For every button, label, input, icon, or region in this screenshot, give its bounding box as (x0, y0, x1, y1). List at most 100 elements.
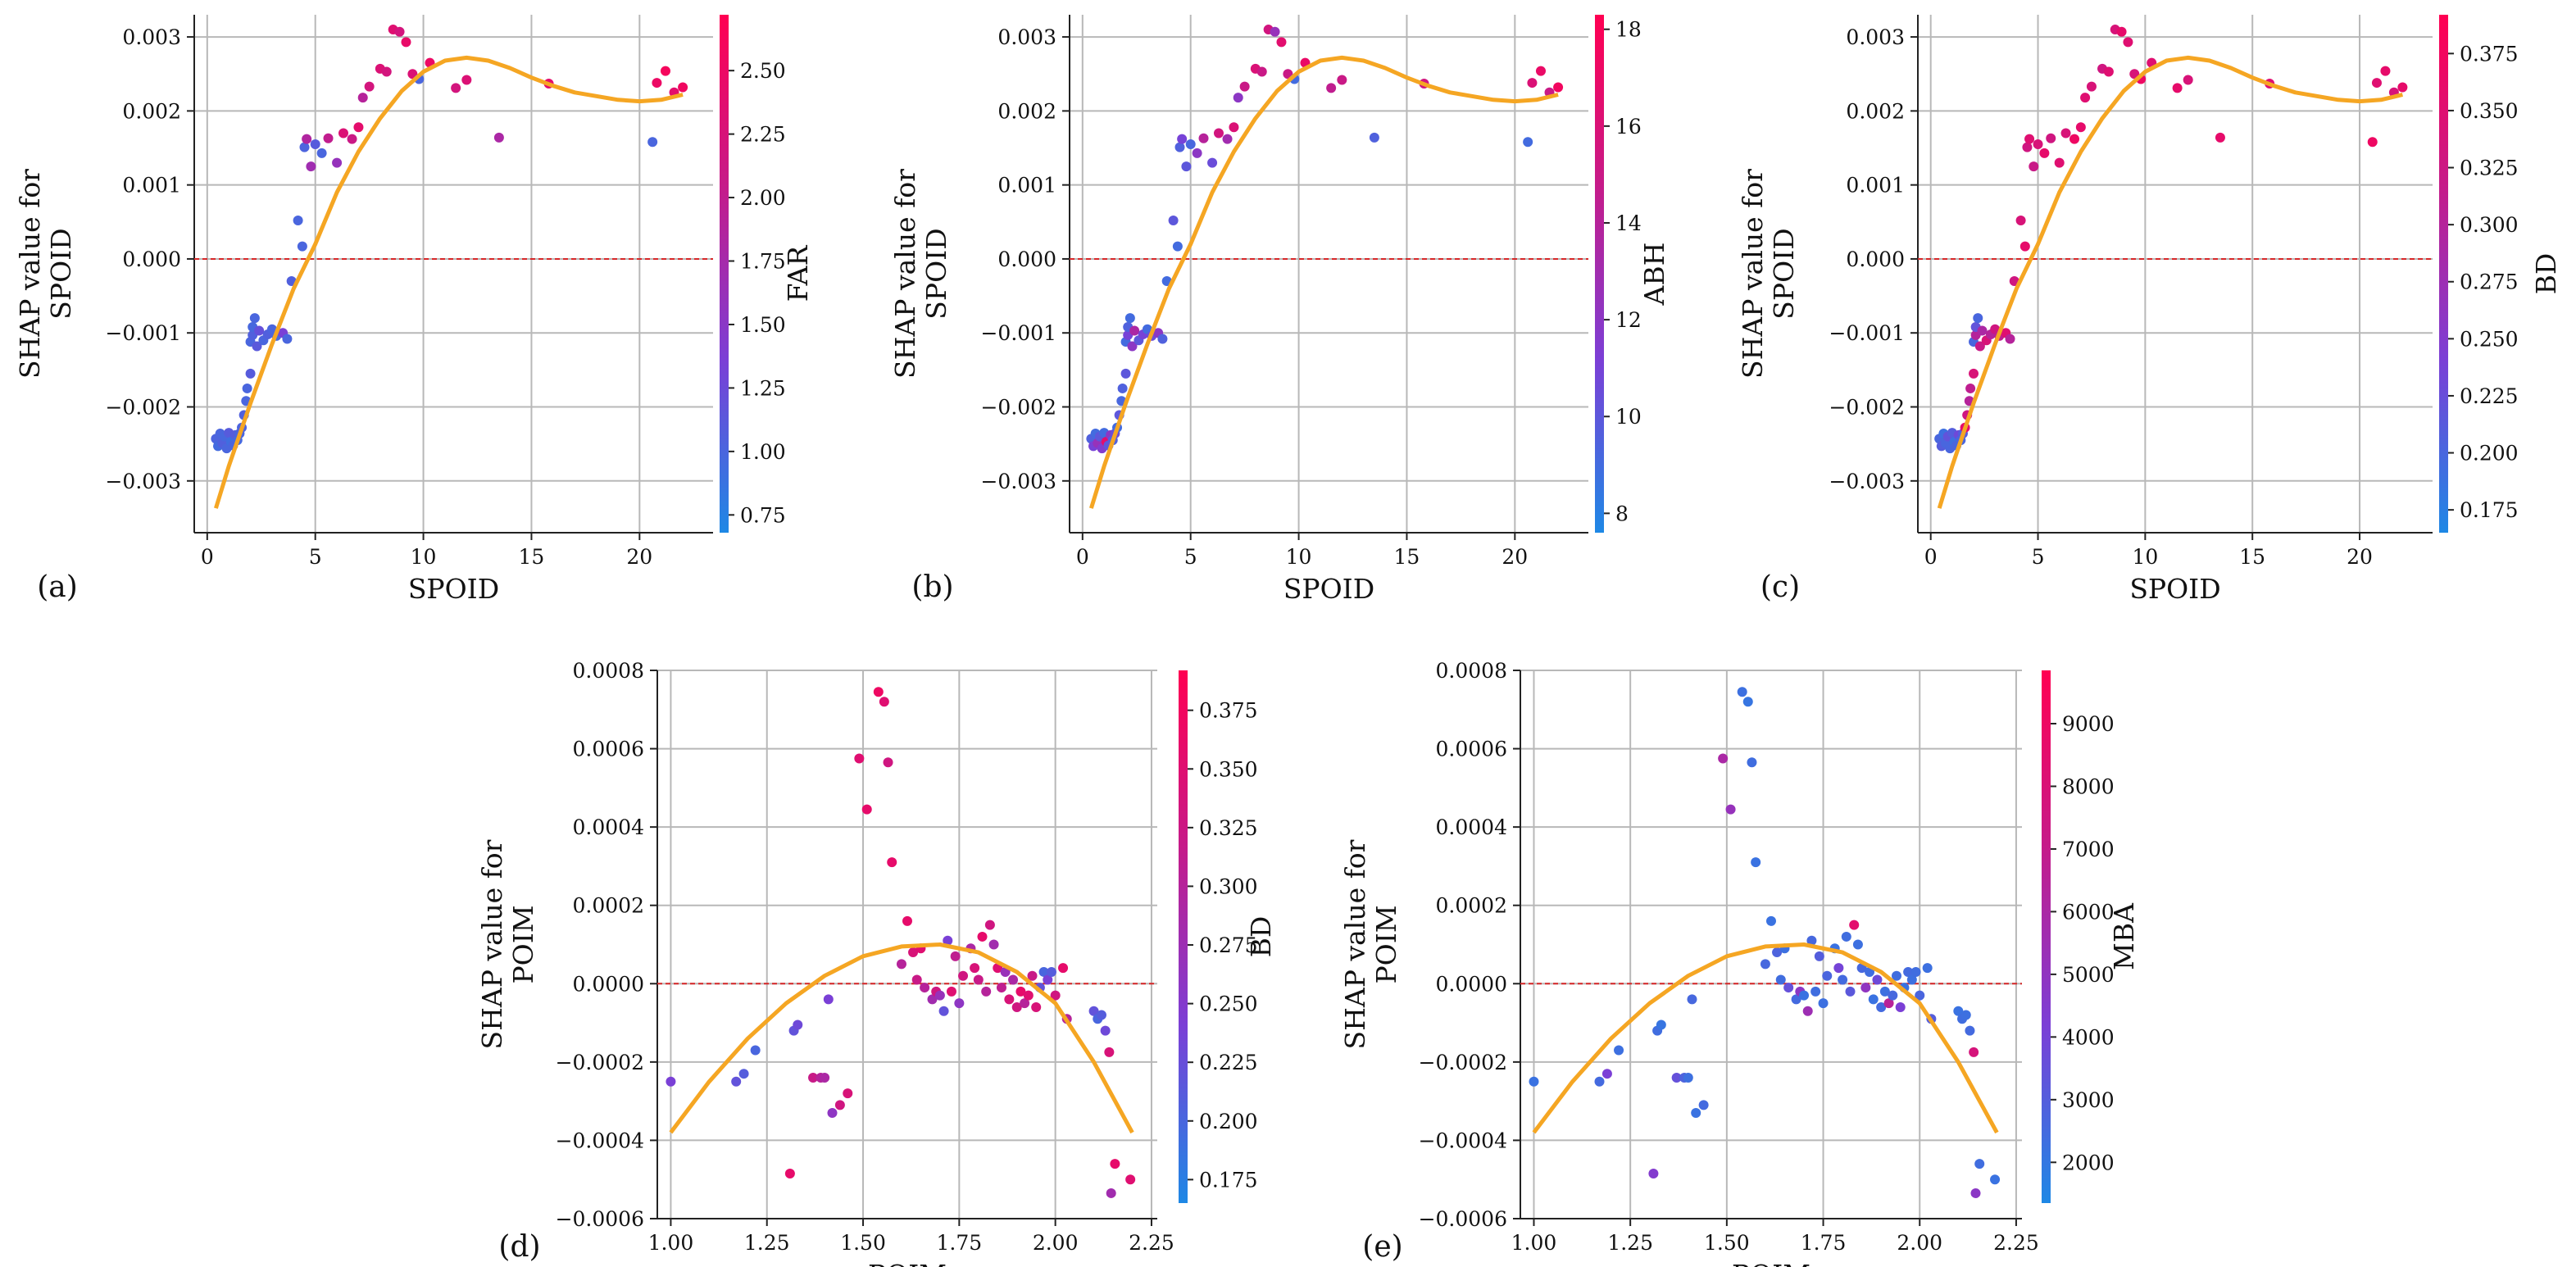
scatter-point (666, 1076, 676, 1087)
colorbar-label: BD (1245, 916, 1277, 958)
scatter-point (1529, 1076, 1539, 1087)
scatter-point (1523, 137, 1533, 148)
scatter-point (958, 970, 969, 981)
scatter-point (2029, 161, 2039, 172)
y-axis-label-line2: SPOID (45, 228, 77, 319)
scatter-point (1124, 313, 1135, 324)
scatter-point (827, 1107, 838, 1118)
scatter-point (2022, 142, 2033, 152)
scatter-point (652, 78, 662, 89)
scatter-point (1038, 966, 1049, 977)
scatter-point (1683, 1072, 1693, 1083)
scatter-point (1953, 1006, 1964, 1016)
scatter-point (896, 959, 906, 970)
scatter-point (750, 1045, 761, 1056)
scatter-point (299, 142, 310, 152)
scatter-point (1845, 986, 1856, 997)
x-tick-label: 1.50 (840, 1231, 886, 1255)
y-tick-label: 0.000 (997, 247, 1056, 271)
scatter-point (1806, 935, 1817, 946)
scatter-point (2005, 334, 2015, 344)
colorbar-tick-label: 2.25 (740, 123, 786, 147)
y-axis-label-line1: SHAP value for (476, 839, 508, 1049)
scatter-point (1088, 1006, 1099, 1016)
scatter-point (2367, 137, 2378, 148)
colorbar-tick-label: 3000 (2062, 1088, 2115, 1112)
scatter-point (946, 986, 956, 997)
colorbar-tick-label: 9000 (2062, 712, 2115, 736)
colorbar-tick-label: 14 (1615, 211, 1642, 235)
x-tick-label: 2.25 (1129, 1231, 1174, 1255)
y-tick-label: −0.0002 (1419, 1051, 1507, 1074)
colorbar-tick-label: 8000 (2062, 774, 2115, 798)
fit-curve (1089, 55, 1559, 509)
colorbar-tick-label: 0.225 (1199, 1051, 1258, 1074)
y-tick-label: −0.002 (1829, 396, 1905, 420)
x-tick-label: 1.00 (1511, 1231, 1557, 1255)
scatter-point (2380, 66, 2391, 76)
scatter-point (1922, 963, 1933, 974)
y-tick-label: 0.0008 (1436, 659, 1507, 683)
scatter-point (1233, 93, 1243, 103)
panel-letter: (b) (911, 570, 953, 604)
scatter-point (854, 753, 865, 764)
panel-d: 1.00 1.25 1.50 1.75 2.00 2.25 −0.0006 −0.0004 −0… (476, 659, 1277, 1267)
scatter-point (310, 139, 320, 149)
x-tick-label: 2.00 (1033, 1231, 1079, 1255)
scatter-point (1760, 959, 1770, 970)
y-tick-label: −0.0006 (1419, 1207, 1507, 1231)
colorbar-tick-label: 0.350 (1199, 757, 1258, 781)
colorbar-gradient-bar (720, 15, 729, 533)
scatter-point (1973, 313, 1983, 324)
scatter-point (784, 1169, 795, 1179)
scatter-point (353, 122, 364, 133)
scatter-point (364, 81, 375, 92)
scatter-point (1747, 757, 1757, 768)
scatter-point (2086, 81, 2097, 92)
x-tick-label: 2.25 (1993, 1231, 2039, 1255)
scatter-point (934, 990, 945, 1001)
scatter-point (1172, 241, 1183, 252)
scatter-point (1337, 75, 1347, 85)
scatter-point (660, 66, 670, 76)
scatter-point (302, 134, 312, 144)
scatter-point (323, 133, 334, 143)
x-tick-label: 10 (2132, 545, 2158, 569)
scatter-point (1527, 78, 1538, 89)
scatter-point (394, 26, 405, 37)
scatter-point (2172, 83, 2183, 93)
scatter-point (1648, 1169, 1659, 1179)
scatter-point (1772, 947, 1783, 958)
scatter-point (2069, 134, 2080, 144)
scatter-point (1656, 1020, 1666, 1030)
scatter-point (1174, 142, 1185, 152)
scatter-point (1096, 1010, 1106, 1020)
scatter-point (1004, 994, 1015, 1005)
panel-a: 0 5 10 15 20 −0.003 −0.002 −0.001 0.000 0.001 0.00… (14, 15, 814, 605)
scatter-point (911, 974, 922, 985)
x-axis-label: POIM (1732, 1259, 1810, 1267)
x-tick-label: 1.25 (1607, 1231, 1653, 1255)
x-tick-label: 5 (1184, 545, 1197, 569)
scatter-point (1129, 325, 1140, 336)
colorbar-gradient-bar (1595, 15, 1604, 533)
panel-b: 0 5 10 15 20 −0.003 −0.002 −0.001 0.000 0.001 0.00… (889, 15, 1670, 605)
scatter-point (332, 157, 343, 168)
scatter-point (861, 804, 872, 815)
x-tick-label: 0 (201, 545, 214, 569)
scatter-point (1043, 974, 1053, 985)
scatter-point (879, 697, 889, 707)
colorbar-tick-label: 0.250 (2460, 327, 2519, 351)
scatter-point (996, 983, 1006, 993)
scatter-point (843, 1088, 853, 1099)
colorbar-tick-label: 0.75 (740, 503, 786, 527)
colorbar-tick-label: 2000 (2062, 1151, 2115, 1174)
scatter-point (2116, 26, 2127, 37)
colorbar-tick-label: 0.275 (1199, 933, 1258, 957)
panel-letter: (a) (37, 570, 78, 604)
scatter-point (1903, 966, 1914, 977)
x-axis-label: SPOID (408, 573, 499, 605)
scatter-point (242, 383, 252, 393)
scatter-point (1157, 334, 1168, 344)
colorbar-tick-label: 0.250 (1199, 992, 1258, 1016)
